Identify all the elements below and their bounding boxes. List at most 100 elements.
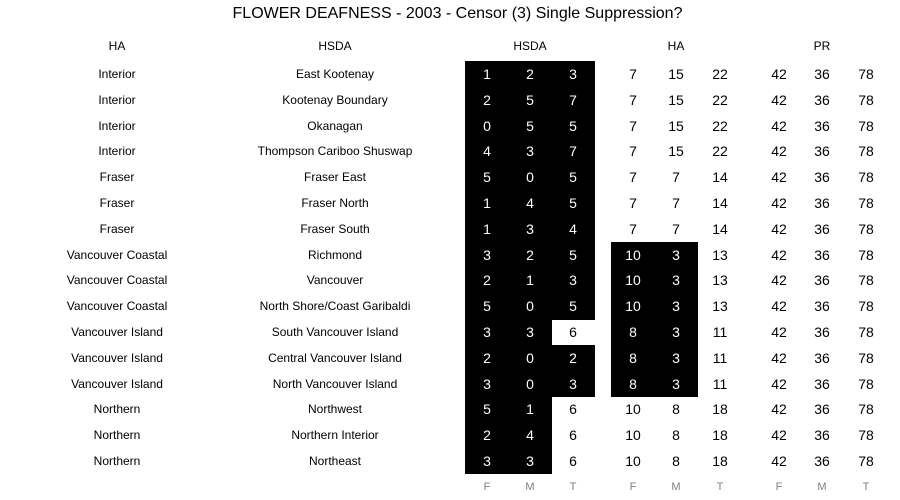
suppressed-cell [654, 344, 699, 372]
cell-value: 1 [526, 272, 534, 289]
suppressed-cell [508, 293, 553, 320]
suppressed-cell [551, 164, 596, 191]
cell-value: 7 [629, 91, 637, 108]
cell-value: 36 [814, 453, 830, 469]
cell-value: 3 [569, 66, 577, 82]
cell-value: 1 [483, 195, 491, 211]
row-hsda-label: Fraser South [300, 221, 370, 236]
footer-label: F [483, 481, 491, 493]
cell-value: 36 [814, 401, 830, 418]
cell-value: 1 [526, 401, 534, 418]
cell-value: 10 [625, 246, 641, 263]
cell-value: 42 [771, 453, 787, 469]
cell-value: 11 [712, 375, 728, 392]
cell-value: 42 [771, 375, 787, 392]
suppressed-cell [465, 86, 510, 114]
cell-value: 78 [858, 349, 874, 366]
cell-value: 0 [526, 375, 534, 392]
cell-value: 78 [858, 117, 874, 134]
suppressed-cell [465, 344, 510, 372]
suppressed-cell [465, 190, 510, 217]
cell-value: 36 [814, 169, 830, 186]
suppressed-cell [508, 112, 553, 140]
cell-value: 2 [526, 66, 534, 82]
row-ha-label: Fraser [99, 170, 135, 185]
cell-value: 7 [629, 66, 637, 82]
suppressed-cell [611, 319, 656, 346]
cell-value: 11 [712, 324, 728, 340]
row-hsda-label: East Kootenay [295, 67, 375, 81]
suppressed-cell [508, 267, 553, 294]
cell-value: 3 [483, 324, 491, 340]
cell-value: 22 [712, 117, 728, 134]
row-hsda-label: Fraser North [301, 196, 369, 210]
suppressed-cell [465, 396, 510, 423]
cell-value: 18 [712, 453, 728, 469]
suppressed-cell [551, 138, 596, 165]
cell-value: 4 [483, 143, 491, 160]
cell-value: 1 [483, 66, 491, 82]
cell-value: 36 [814, 272, 830, 289]
cell-value: 78 [858, 453, 874, 469]
column-header: HSDA [513, 39, 547, 53]
suppressed-cell [508, 422, 553, 449]
cell-value: 6 [569, 401, 577, 418]
cell-value: 78 [858, 298, 874, 315]
suppressed-cell [551, 370, 596, 398]
row-ha-label: Interior [98, 144, 136, 159]
cell-value: 42 [771, 272, 787, 289]
cell-value: 13 [712, 246, 728, 263]
cell-value: 7 [672, 220, 680, 237]
row-hsda-label: Northwest [307, 402, 363, 417]
row-ha-label: Northern [93, 454, 141, 468]
cell-value: 15 [668, 91, 684, 108]
suppressed-cell [611, 293, 656, 320]
cell-value: 42 [771, 91, 787, 108]
row-hsda-label: Richmond [307, 247, 363, 262]
suppressed-cell [508, 370, 553, 398]
cell-value: 36 [814, 117, 830, 134]
cell-value: 42 [771, 169, 787, 186]
cell-value: 78 [858, 195, 874, 211]
cell-value: 5 [569, 246, 577, 263]
cell-value: 42 [771, 195, 787, 211]
footer-label: F [775, 481, 783, 493]
cell-value: 18 [712, 401, 728, 418]
cell-value: 36 [814, 143, 830, 160]
suppressed-cell [551, 86, 596, 114]
cell-value: 7 [672, 195, 680, 211]
suppressed-cell [508, 396, 553, 423]
cell-value: 8 [629, 324, 637, 340]
suppressed-cell [465, 370, 510, 398]
suppressed-cell [508, 190, 553, 217]
cell-value: 3 [526, 143, 534, 160]
suppressed-cell [508, 86, 553, 114]
cell-value: 10 [625, 427, 641, 444]
suppressed-cell [465, 138, 510, 165]
cell-value: 3 [672, 324, 680, 340]
row-ha-label: Interior [98, 92, 136, 107]
cell-value: 6 [569, 427, 577, 444]
cell-value: 22 [712, 143, 728, 160]
row-hsda-label: Fraser East [303, 170, 367, 185]
suppressed-cell [654, 267, 699, 294]
cell-value: 6 [569, 324, 577, 340]
row-hsda-label: North Vancouver Island [272, 376, 398, 391]
suppressed-cell [508, 215, 553, 243]
cell-value: 5 [483, 298, 491, 315]
cell-value: 14 [712, 195, 728, 211]
cell-value: 15 [668, 143, 684, 160]
cell-value: 7 [569, 143, 577, 160]
row-hsda-label: Thompson Cariboo Shuswap [257, 144, 413, 159]
suppressed-cell [465, 267, 510, 294]
column-header: HSDA [318, 39, 352, 53]
row-hsda-label: Vancouver [306, 273, 364, 288]
row-ha-label: Vancouver Island [71, 376, 163, 391]
cell-value: 42 [771, 427, 787, 444]
cell-value: 7 [629, 169, 637, 186]
cell-value: 6 [569, 453, 577, 469]
cell-value: 8 [672, 453, 680, 469]
suppressed-cell [551, 112, 596, 140]
cell-value: 78 [858, 427, 874, 444]
cell-value: 2 [526, 246, 534, 263]
